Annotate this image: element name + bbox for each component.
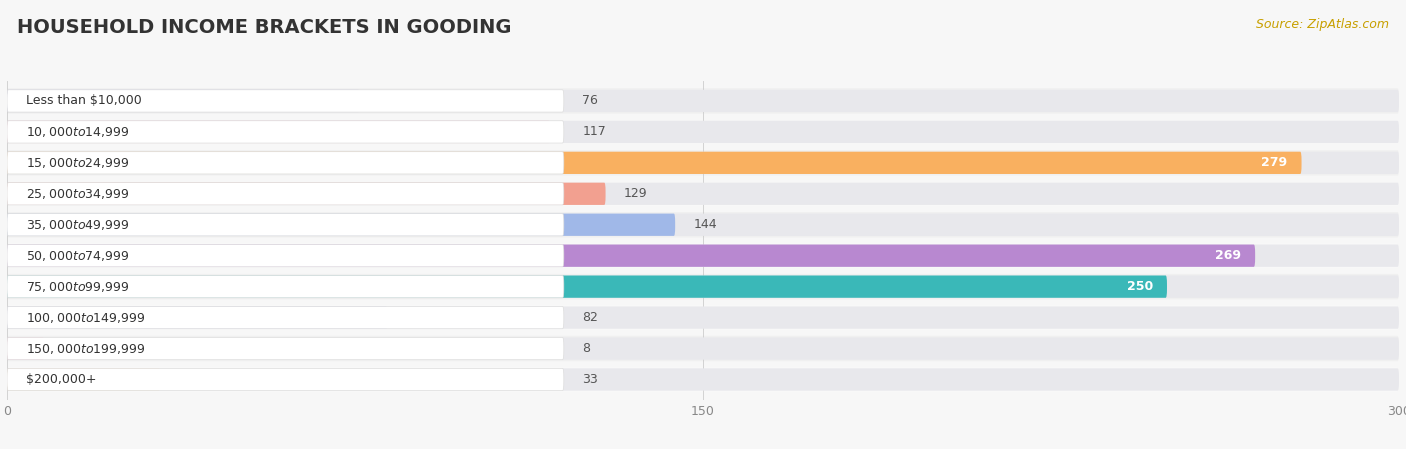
FancyBboxPatch shape [7, 245, 564, 267]
FancyBboxPatch shape [7, 152, 564, 174]
FancyBboxPatch shape [7, 307, 564, 329]
FancyBboxPatch shape [7, 276, 1167, 298]
FancyBboxPatch shape [7, 121, 550, 143]
FancyBboxPatch shape [7, 337, 564, 360]
FancyBboxPatch shape [7, 119, 1399, 145]
Text: 8: 8 [582, 342, 591, 355]
FancyBboxPatch shape [7, 276, 1399, 298]
FancyBboxPatch shape [7, 121, 1399, 143]
Text: $100,000 to $149,999: $100,000 to $149,999 [25, 311, 145, 325]
FancyBboxPatch shape [7, 152, 1399, 174]
FancyBboxPatch shape [7, 337, 44, 360]
FancyBboxPatch shape [7, 214, 675, 236]
FancyBboxPatch shape [7, 183, 1399, 205]
FancyBboxPatch shape [7, 181, 1399, 207]
Text: $75,000 to $99,999: $75,000 to $99,999 [25, 280, 129, 294]
FancyBboxPatch shape [7, 243, 1399, 269]
Text: $50,000 to $74,999: $50,000 to $74,999 [25, 249, 129, 263]
Text: 144: 144 [693, 218, 717, 231]
FancyBboxPatch shape [7, 368, 1399, 391]
FancyBboxPatch shape [7, 183, 606, 205]
Text: $150,000 to $199,999: $150,000 to $199,999 [25, 342, 145, 356]
FancyBboxPatch shape [7, 88, 1399, 114]
FancyBboxPatch shape [7, 212, 1399, 238]
FancyBboxPatch shape [7, 367, 1399, 392]
Text: 269: 269 [1215, 249, 1241, 262]
FancyBboxPatch shape [7, 336, 1399, 361]
Text: $15,000 to $24,999: $15,000 to $24,999 [25, 156, 129, 170]
Text: 129: 129 [624, 187, 648, 200]
FancyBboxPatch shape [7, 337, 1399, 360]
Text: 82: 82 [582, 311, 598, 324]
FancyBboxPatch shape [7, 183, 564, 205]
FancyBboxPatch shape [7, 276, 564, 298]
FancyBboxPatch shape [7, 274, 1399, 299]
Text: 250: 250 [1126, 280, 1153, 293]
FancyBboxPatch shape [7, 368, 564, 391]
Text: HOUSEHOLD INCOME BRACKETS IN GOODING: HOUSEHOLD INCOME BRACKETS IN GOODING [17, 18, 512, 37]
FancyBboxPatch shape [7, 307, 388, 329]
Text: Source: ZipAtlas.com: Source: ZipAtlas.com [1256, 18, 1389, 31]
Text: Less than $10,000: Less than $10,000 [25, 94, 142, 107]
Text: 76: 76 [582, 94, 598, 107]
FancyBboxPatch shape [7, 150, 1399, 176]
FancyBboxPatch shape [7, 214, 564, 236]
FancyBboxPatch shape [7, 307, 1399, 329]
Text: 279: 279 [1261, 156, 1288, 169]
Text: $25,000 to $34,999: $25,000 to $34,999 [25, 187, 129, 201]
FancyBboxPatch shape [7, 368, 160, 391]
FancyBboxPatch shape [7, 90, 360, 112]
FancyBboxPatch shape [7, 245, 1256, 267]
Text: $200,000+: $200,000+ [25, 373, 96, 386]
FancyBboxPatch shape [7, 214, 1399, 236]
FancyBboxPatch shape [7, 305, 1399, 330]
Text: 33: 33 [582, 373, 598, 386]
FancyBboxPatch shape [7, 121, 564, 143]
Text: $10,000 to $14,999: $10,000 to $14,999 [25, 125, 129, 139]
FancyBboxPatch shape [7, 90, 564, 112]
FancyBboxPatch shape [7, 152, 1302, 174]
FancyBboxPatch shape [7, 245, 1399, 267]
Text: $35,000 to $49,999: $35,000 to $49,999 [25, 218, 129, 232]
Text: 117: 117 [582, 125, 606, 138]
FancyBboxPatch shape [7, 90, 1399, 112]
